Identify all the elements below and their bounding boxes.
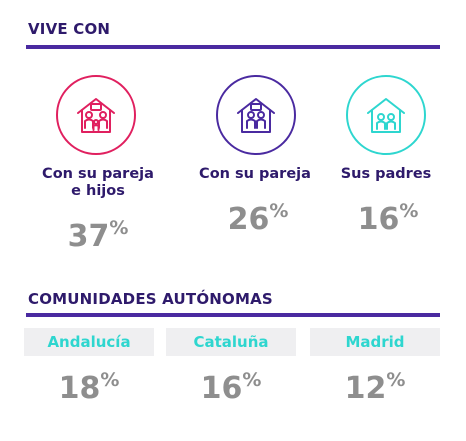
percent-padres: 16% <box>328 195 448 236</box>
family-house-icon-circle <box>56 75 136 155</box>
value: 26 <box>227 202 270 237</box>
parents-house-icon-circle <box>346 75 426 155</box>
value: 12 <box>344 371 387 406</box>
unit: % <box>242 369 262 391</box>
region-madrid: Madrid <box>310 328 440 356</box>
percent-pareja-hijos: 37% <box>38 212 158 253</box>
unit: % <box>109 217 129 239</box>
percent-pareja: 26% <box>198 195 318 236</box>
label-pareja-hijos: Con su pareja e hijos <box>18 166 178 200</box>
section-title-comunidades: COMUNIDADES AUTÓNOMAS <box>28 290 273 308</box>
label-line-2: e hijos <box>71 183 125 199</box>
unit: % <box>100 369 120 391</box>
value: 37 <box>67 219 110 254</box>
family-house-icon <box>77 98 115 133</box>
percent-madrid: 12% <box>310 364 440 405</box>
parents-house-icon <box>367 98 405 133</box>
region-andalucia: Andalucía <box>24 328 154 356</box>
label-line-1: Sus padres <box>340 166 432 182</box>
unit: % <box>386 369 406 391</box>
label-pareja: Con su pareja <box>175 166 335 183</box>
section-divider <box>26 45 440 49</box>
label-line-1: Con su pareja <box>42 166 154 182</box>
unit: % <box>269 200 289 222</box>
percent-cataluna: 16% <box>166 364 296 405</box>
section-title-vive-con: VIVE CON <box>28 20 111 38</box>
unit: % <box>399 200 419 222</box>
couple-house-icon <box>237 98 275 133</box>
region-cataluna: Cataluña <box>166 328 296 356</box>
value: 16 <box>357 202 400 237</box>
percent-andalucia: 18% <box>24 364 154 405</box>
label-line-1: Con su pareja <box>199 166 311 182</box>
value: 16 <box>200 371 243 406</box>
value: 18 <box>58 371 101 406</box>
couple-house-icon-circle <box>216 75 296 155</box>
section-divider <box>26 313 440 317</box>
label-padres: Sus padres <box>306 166 466 183</box>
